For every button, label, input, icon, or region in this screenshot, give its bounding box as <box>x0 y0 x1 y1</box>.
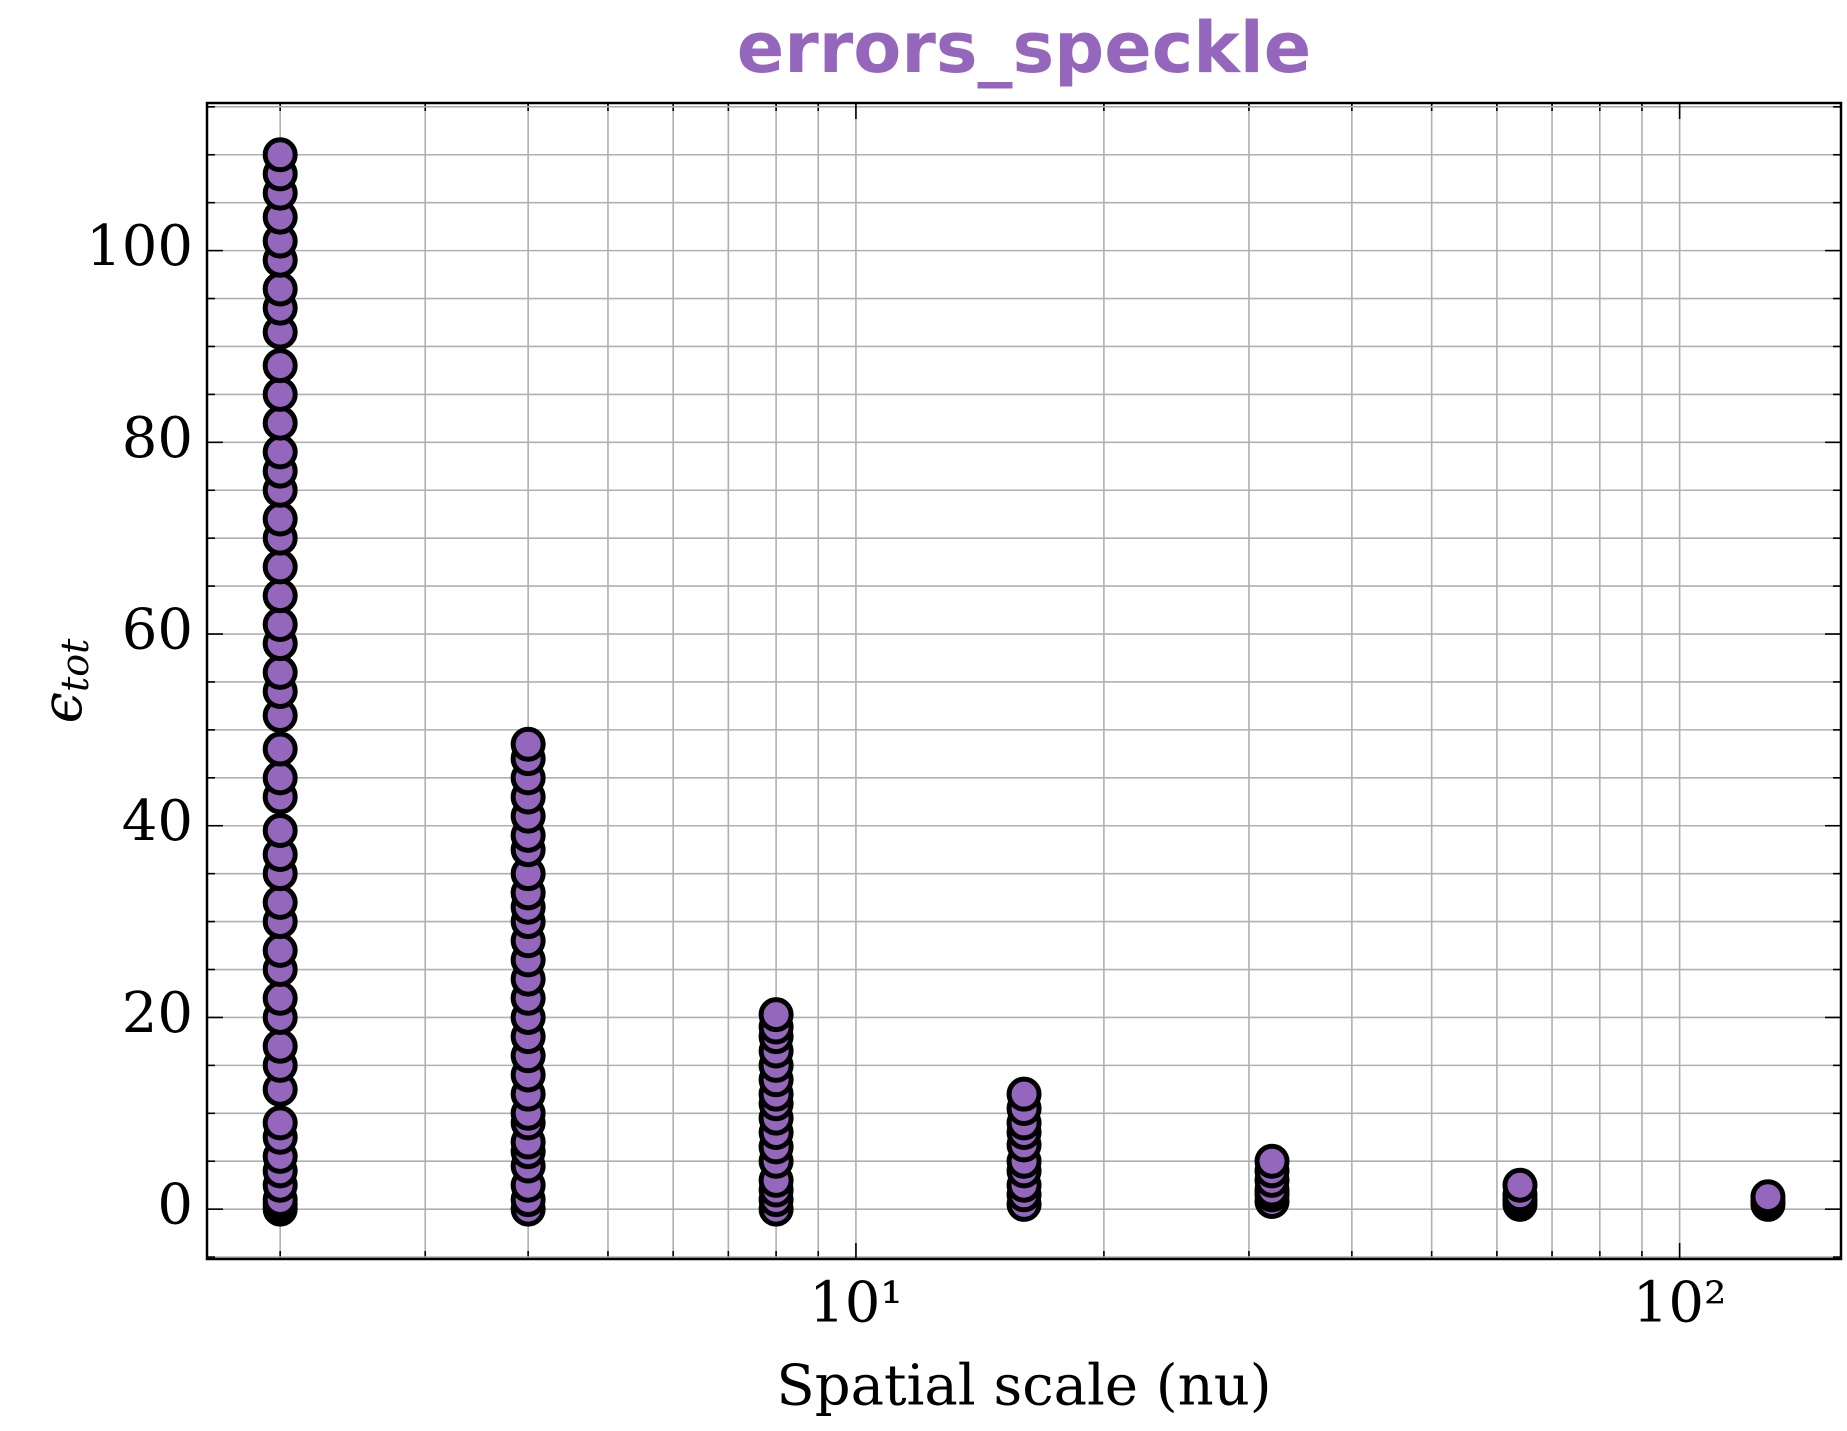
scatter-point <box>262 606 298 642</box>
scatter-point <box>262 1105 298 1141</box>
y-label-subscript: tot <box>53 638 97 692</box>
scatter-point <box>1254 1143 1290 1179</box>
y-tick-label: 60 <box>122 598 193 663</box>
scatter-point <box>262 760 298 796</box>
scatter-point <box>262 578 298 614</box>
scatter-point <box>262 813 298 849</box>
scatter-point <box>510 726 546 762</box>
scatter-point <box>262 376 298 412</box>
x-tick-label: 10¹ <box>809 1271 903 1336</box>
scatter-point <box>262 348 298 384</box>
scatter-point <box>262 271 298 307</box>
scatter-point <box>262 884 298 920</box>
scatter-point <box>262 405 298 441</box>
y-axis-label: ϵtot <box>30 638 97 724</box>
chart-title: errors_speckle <box>737 7 1312 89</box>
scatter-point <box>1750 1179 1786 1215</box>
y-label-symbol: ϵ <box>30 692 95 723</box>
scatter-point <box>262 654 298 690</box>
x-tick-label: 10² <box>1633 1271 1727 1336</box>
scatter-point <box>262 501 298 537</box>
scatter-point <box>758 997 794 1033</box>
scatter-point <box>262 549 298 585</box>
scatter-point <box>1502 1167 1538 1203</box>
scatter-point <box>262 932 298 968</box>
scatter-point <box>1006 1076 1042 1112</box>
scatter-point <box>262 434 298 470</box>
y-tick-label: 40 <box>122 789 193 854</box>
y-tick-label: 0 <box>157 1173 193 1238</box>
plot-frame <box>205 101 1843 1261</box>
scatter-point <box>262 731 298 767</box>
scatter-point <box>262 1028 298 1064</box>
y-tick-label: 20 <box>122 981 193 1046</box>
scatter-point <box>262 137 298 173</box>
x-axis-label: Spatial scale (nu) <box>776 1354 1271 1419</box>
scatter-point <box>262 980 298 1016</box>
y-tick-label: 100 <box>86 214 193 279</box>
y-tick-label: 80 <box>122 406 193 471</box>
